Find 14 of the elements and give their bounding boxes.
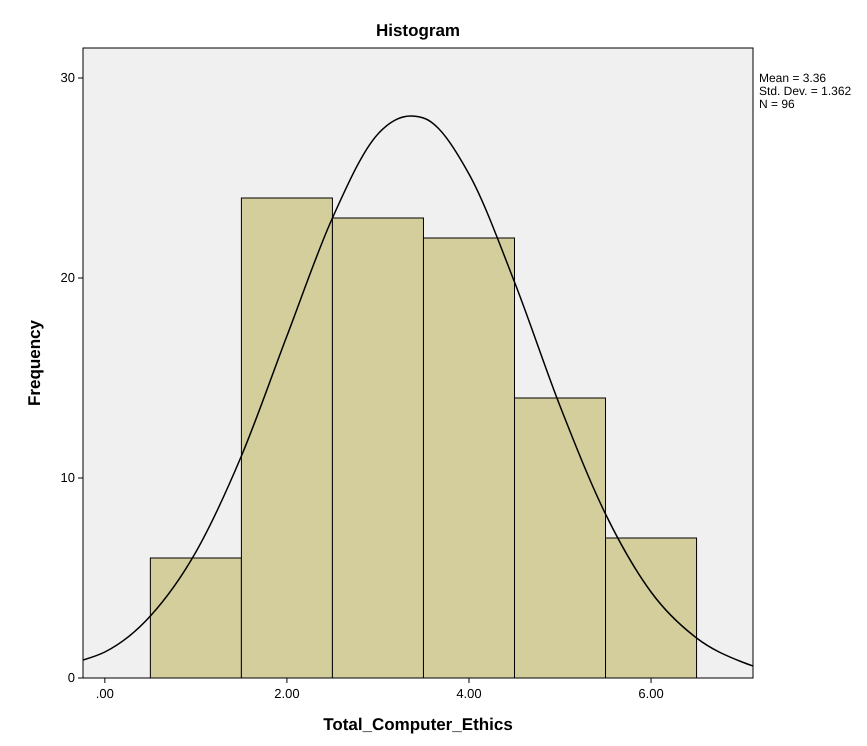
x-tick-label: 6.00 bbox=[638, 686, 664, 701]
text: Std. Dev. = 1.362 bbox=[759, 84, 852, 98]
chart-title: Histogram bbox=[376, 21, 460, 40]
text: Mean = 3.36 bbox=[759, 71, 826, 85]
y-tick-label: 30 bbox=[60, 70, 75, 85]
text: N = 96 bbox=[759, 97, 796, 111]
x-axis-title: Total_Computer_Ethics bbox=[323, 715, 513, 734]
y-tick-label: 10 bbox=[60, 470, 75, 485]
y-tick-label: 0 bbox=[68, 670, 75, 685]
x-tick-label: 2.00 bbox=[274, 686, 300, 701]
y-axis-title: Frequency bbox=[25, 319, 44, 406]
x-tick-label: .00 bbox=[96, 686, 114, 701]
x-tick-label: 4.00 bbox=[456, 686, 482, 701]
y-tick-label: 20 bbox=[60, 270, 75, 285]
